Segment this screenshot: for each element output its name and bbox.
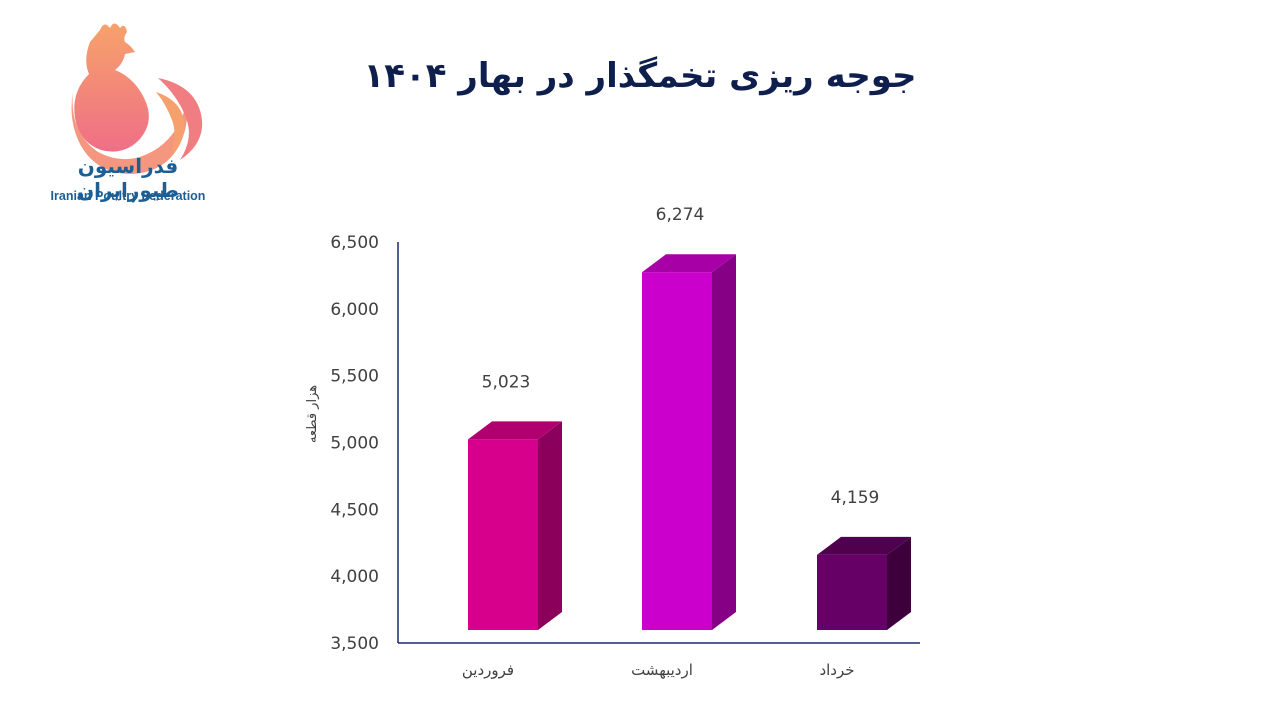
x-tick-label: خرداد (819, 661, 854, 679)
bar-front (817, 554, 887, 630)
y-tick-label: 5,500 (330, 367, 379, 387)
x-tick-label: فروردین (462, 661, 514, 679)
y-axis-title: هزار قطعه (305, 385, 320, 443)
x-tick-label: اردیبهشت (631, 661, 693, 679)
bar-top (817, 536, 911, 555)
logo-name-fa: فدراسیون طیورایران (77, 154, 179, 202)
y-tick-label: 3,500 (330, 634, 379, 654)
y-tick-label: 6,000 (330, 300, 379, 320)
data-label: 4,159 (831, 488, 880, 508)
bar-front (468, 439, 538, 630)
y-tick-label: 5,000 (330, 434, 379, 454)
y-tick-label: 4,000 (330, 567, 379, 587)
bar-side (887, 536, 911, 630)
data-label: 6,274 (656, 205, 705, 225)
chart-plot-area: 3,500 4,000 4,500 5,000 5,500 6,000 6,500 هزار … (305, 205, 920, 679)
y-tick-label: 6,500 (330, 233, 379, 253)
bar-side (538, 421, 562, 630)
logo-name-en: Iranian Poultry Federation (50, 189, 206, 203)
bar-top (468, 421, 562, 440)
bar-top (642, 254, 736, 273)
bar-side (712, 254, 736, 630)
bar-front (642, 272, 712, 630)
y-tick-label: 4,500 (330, 500, 379, 520)
data-label: 5,023 (482, 372, 531, 392)
rooster-logo-icon (71, 23, 203, 174)
page-title: جوجه ریزی تخمگذار در بهار ۱۴۰۴ (363, 56, 917, 96)
